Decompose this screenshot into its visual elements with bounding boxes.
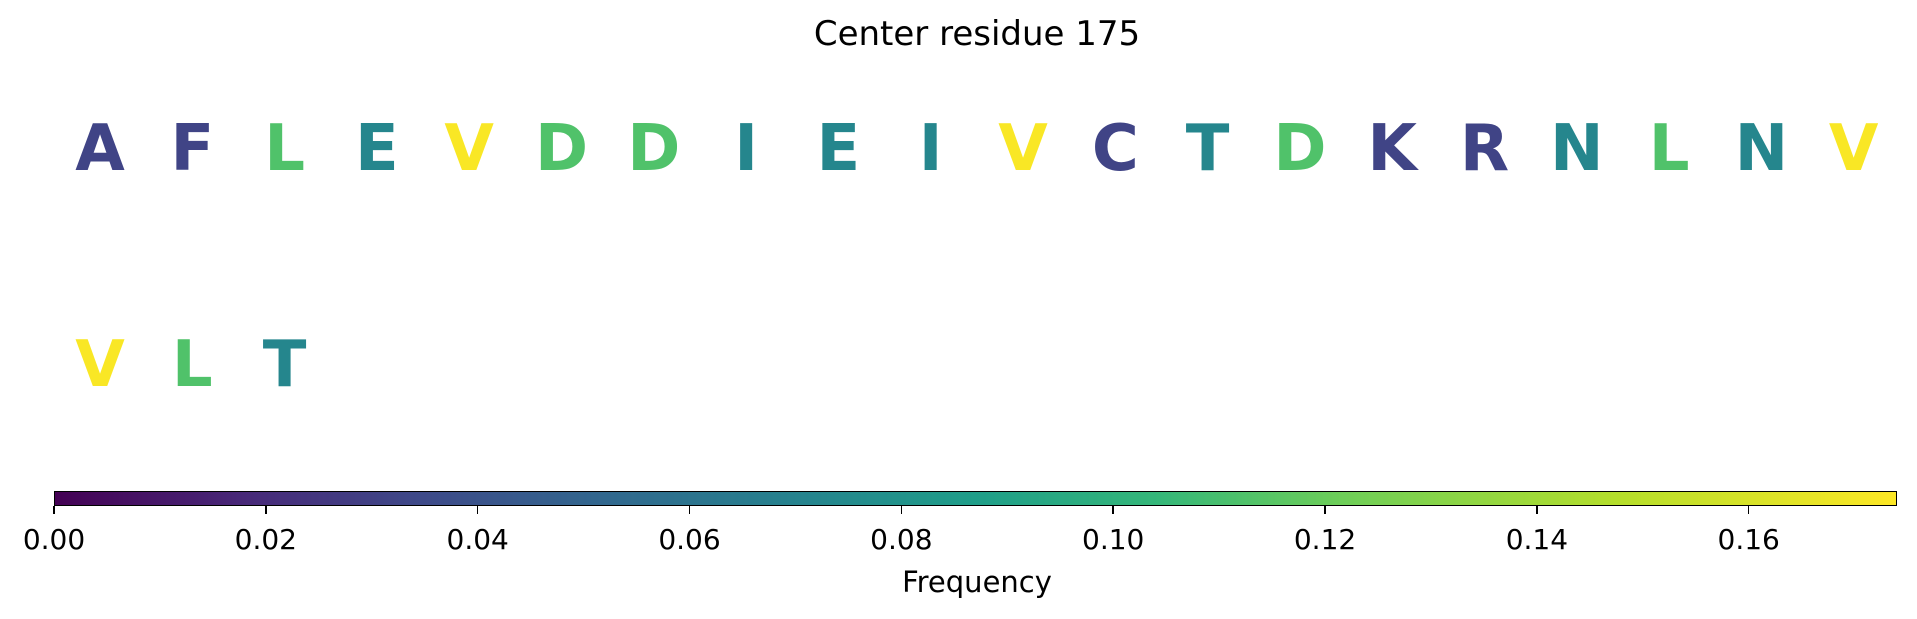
residue-letter: N xyxy=(1550,112,1604,186)
residue-letter: A xyxy=(75,112,125,186)
residue-letter: L xyxy=(1648,112,1690,186)
colorbar-tick-label: 0.02 xyxy=(234,523,297,556)
colorbar-tick-label: 0.10 xyxy=(1082,523,1145,556)
residue-letter: E xyxy=(355,112,399,186)
residue-letter: T xyxy=(1185,112,1230,186)
residue-letter: K xyxy=(1367,112,1417,186)
colorbar-tick xyxy=(53,506,55,514)
colorbar-tick-label: 0.16 xyxy=(1717,523,1780,556)
residue-letter: F xyxy=(170,112,215,186)
residue-letter: V xyxy=(75,328,125,402)
residue-letter: D xyxy=(627,112,681,186)
residue-letter: V xyxy=(444,112,494,186)
colorbar-tick-label: 0.06 xyxy=(658,523,721,556)
residue-letter: L xyxy=(264,112,305,186)
residue-letter: D xyxy=(1273,112,1327,186)
residue-letter: V xyxy=(1828,112,1879,186)
colorbar-tick xyxy=(900,506,903,514)
residue-letter: I xyxy=(734,112,758,186)
residue-letter: R xyxy=(1459,112,1510,186)
residue-letter: I xyxy=(918,112,943,186)
residue-letter: E xyxy=(816,112,861,186)
colorbar-label: Frequency xyxy=(902,565,1052,599)
residue-letter: C xyxy=(1091,112,1139,186)
colorbar-tick-label: 0.14 xyxy=(1505,523,1569,556)
residue-letter: D xyxy=(534,112,589,186)
residue-letter: L xyxy=(171,328,213,402)
colorbar-tick-label: 0.04 xyxy=(446,523,509,556)
colorbar-tick xyxy=(688,506,691,514)
colorbar xyxy=(54,491,1897,506)
colorbar-tick-label: 0.12 xyxy=(1293,523,1357,556)
residue-letter: T xyxy=(262,328,307,402)
colorbar-tick xyxy=(1324,506,1326,514)
residue-letter: V xyxy=(998,112,1048,186)
colorbar-tick xyxy=(1112,506,1114,514)
chart-title: Center residue 175 xyxy=(813,14,1141,54)
colorbar-tick-label: 0.00 xyxy=(22,523,86,556)
colorbar-tick xyxy=(476,506,479,514)
colorbar-tick xyxy=(1747,506,1750,514)
colorbar-tick-label: 0.08 xyxy=(870,523,933,556)
colorbar-tick xyxy=(265,506,267,514)
residue-letter: N xyxy=(1734,112,1789,186)
colorbar-tick xyxy=(1536,506,1538,514)
